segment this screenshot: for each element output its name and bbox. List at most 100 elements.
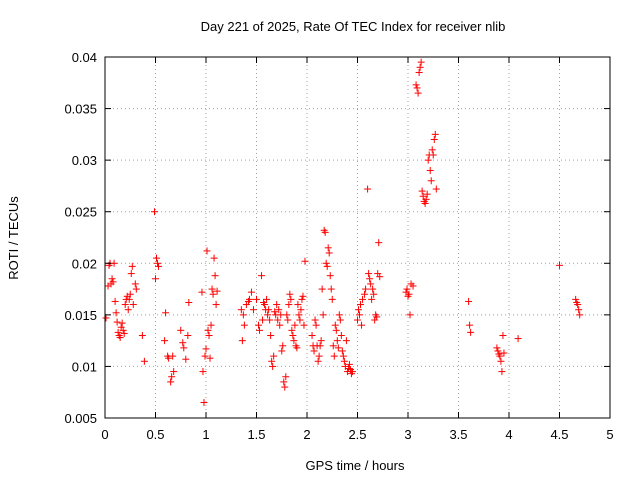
data-point [426, 166, 434, 174]
data-point [496, 352, 504, 360]
data-point [405, 290, 413, 298]
data-point [204, 326, 212, 334]
data-point [274, 316, 282, 324]
data-point [269, 362, 277, 370]
data-point [574, 301, 582, 309]
data-point [576, 311, 584, 319]
data-point [498, 368, 506, 376]
data-point [200, 399, 208, 407]
data-point [364, 185, 372, 193]
data-point [119, 326, 127, 334]
data-point [263, 295, 271, 303]
x-tick-label: 4.5 [550, 427, 568, 442]
data-point [324, 244, 332, 252]
x-tick-label: 5 [606, 427, 613, 442]
data-point [129, 301, 137, 309]
data-point [276, 321, 284, 329]
y-tick-label: 0.01 [72, 359, 97, 374]
data-point [125, 295, 133, 303]
data-point [403, 285, 411, 293]
data-point [238, 337, 246, 345]
data-point [286, 290, 294, 298]
grid-lines [105, 57, 610, 418]
data-point [375, 239, 383, 247]
data-point [359, 295, 367, 303]
data-point [329, 342, 337, 350]
data-point [111, 297, 119, 305]
data-point [287, 295, 295, 303]
data-point [249, 306, 257, 314]
data-point [128, 262, 136, 270]
data-point [289, 331, 297, 339]
x-tick-label: 0.5 [146, 427, 164, 442]
data-point [127, 270, 135, 278]
data-point [199, 368, 207, 376]
data-point [168, 373, 176, 381]
data-point [415, 68, 423, 76]
data-point [206, 354, 214, 362]
data-point [414, 89, 422, 97]
data-point [494, 347, 502, 355]
data-point [121, 301, 129, 309]
data-point [152, 275, 159, 283]
data-point [279, 342, 287, 350]
data-point [308, 331, 316, 339]
data-point [264, 311, 272, 319]
data-point [348, 368, 356, 376]
data-point [497, 357, 505, 365]
data-point [281, 383, 289, 391]
data-point [499, 331, 507, 339]
axis-ticks [104, 56, 611, 419]
data-point [354, 316, 361, 324]
data-point [493, 344, 501, 352]
data-point [427, 177, 435, 185]
data-point [184, 331, 192, 339]
data-point [345, 360, 353, 368]
data-point [335, 311, 343, 319]
data-point [342, 337, 350, 345]
data-point [293, 344, 301, 352]
data-point [294, 301, 302, 309]
data-point [296, 316, 304, 324]
data-point [316, 342, 324, 350]
data-point [182, 355, 190, 363]
x-tick-label: 2.5 [348, 427, 366, 442]
chart-title: Day 221 of 2025, Rate Of TEC Index for r… [201, 19, 506, 34]
data-point [278, 347, 286, 355]
data-point [124, 306, 132, 314]
data-point [575, 306, 583, 314]
data-point [333, 337, 341, 345]
data-point [319, 311, 327, 319]
data-point [270, 352, 278, 360]
data-point [337, 331, 345, 339]
data-point [376, 273, 384, 281]
data-point [466, 321, 474, 329]
data-point [108, 275, 116, 283]
data-point [154, 259, 162, 267]
data-point [277, 311, 285, 319]
data-point [247, 288, 255, 296]
data-point [409, 282, 417, 290]
data-point [322, 259, 330, 267]
data-point [295, 311, 303, 319]
data-point [150, 208, 158, 216]
data-point [358, 321, 366, 329]
data-point [428, 146, 436, 154]
data-point [340, 357, 348, 365]
data-point [328, 295, 336, 303]
data-point [424, 156, 432, 164]
data-point [169, 352, 177, 360]
data-point [245, 295, 253, 303]
y-tick-label: 0.035 [64, 102, 97, 117]
data-point [423, 190, 431, 198]
data-point [430, 136, 438, 144]
data-point [109, 278, 117, 286]
data-point [332, 326, 340, 334]
data-point [253, 295, 260, 303]
data-point [207, 321, 215, 329]
data-point [265, 306, 273, 314]
data-point [256, 326, 264, 334]
data-point [275, 306, 283, 314]
